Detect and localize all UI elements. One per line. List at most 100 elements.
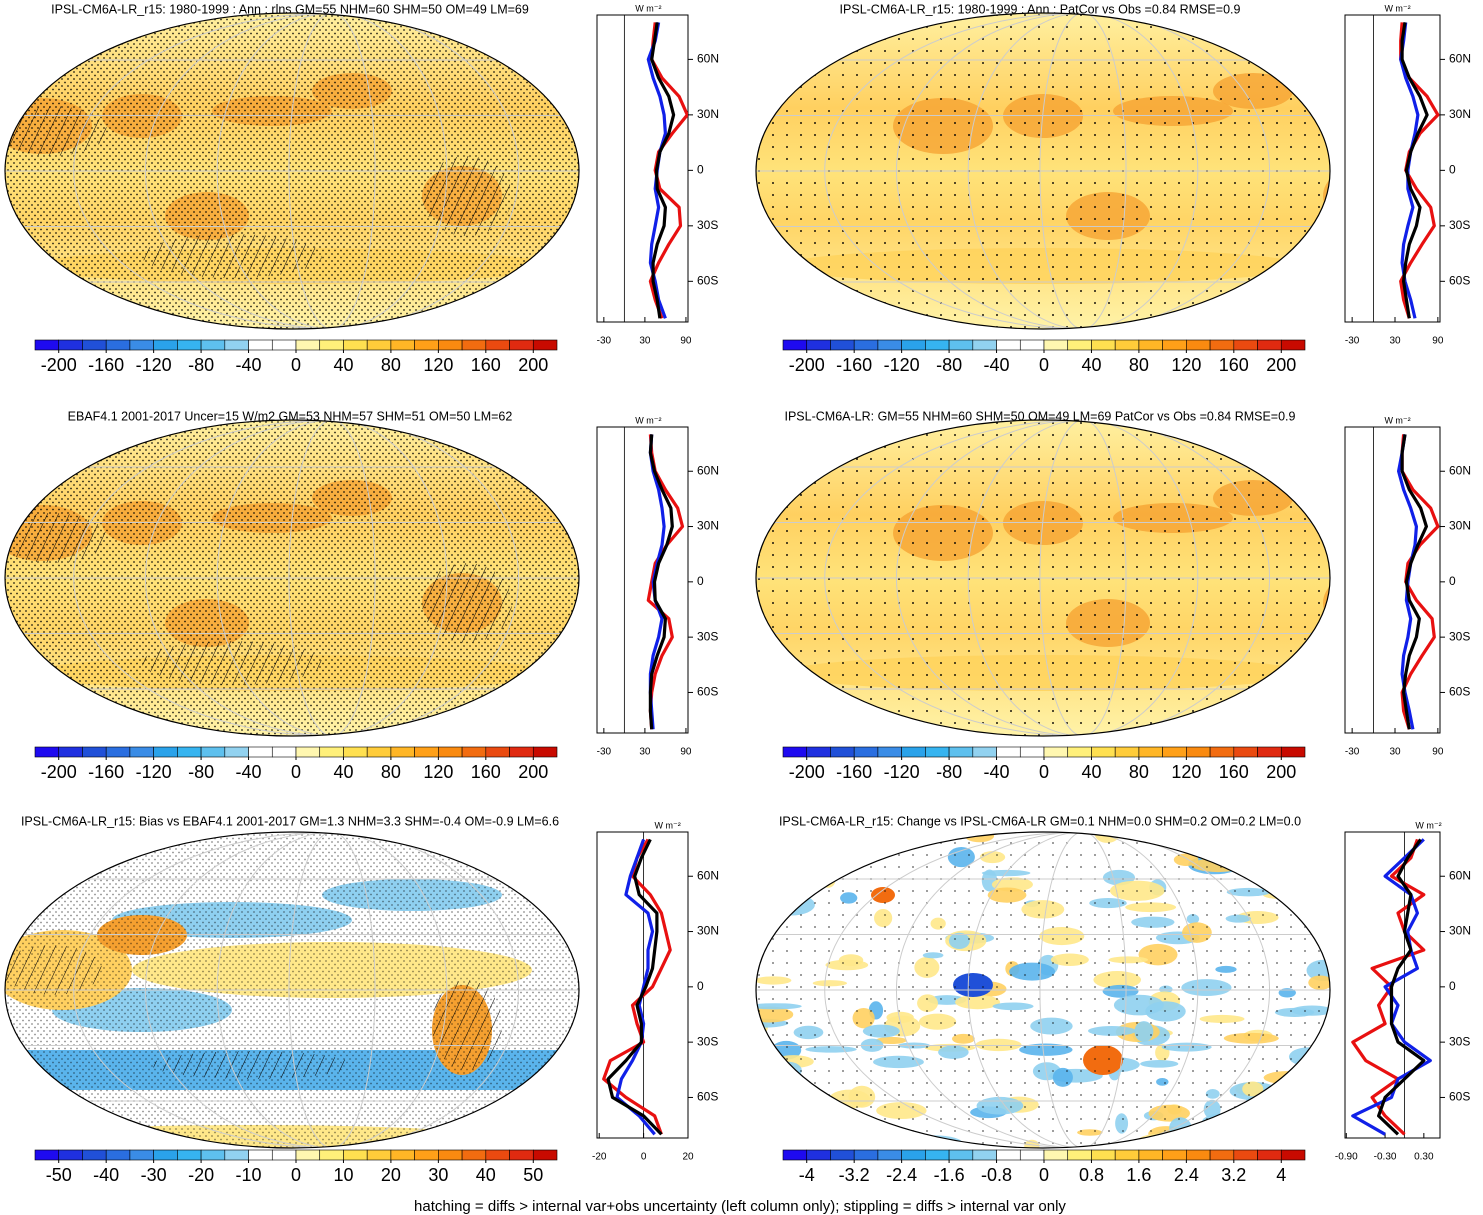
colorbar-box xyxy=(1280,339,1306,351)
colorbar-box xyxy=(901,339,926,351)
y-tick-label: 30N xyxy=(1449,107,1471,121)
map-shade xyxy=(1268,1101,1324,1113)
colorbar-box xyxy=(901,1149,926,1161)
colorbar-tick-label: 1.6 xyxy=(1126,1165,1151,1185)
x-tick-label: 20 xyxy=(682,1152,694,1163)
y-tick-label: 60S xyxy=(697,273,718,287)
colorbar-box xyxy=(461,1149,487,1161)
colorbar-box xyxy=(509,746,534,758)
colorbar-box xyxy=(271,339,297,351)
map-shade xyxy=(142,234,322,278)
map-meridian xyxy=(144,832,520,1148)
colorbar-tick-label: 4 xyxy=(1276,1165,1286,1185)
y-tick-label: 60N xyxy=(697,463,719,477)
colorbar-box xyxy=(366,1149,392,1161)
map-outline xyxy=(4,12,580,330)
colorbar-tick-label: 20 xyxy=(381,1165,401,1185)
profile-line xyxy=(1351,838,1426,1136)
colorbar-box xyxy=(34,1149,60,1161)
colorbar-box xyxy=(1209,339,1235,351)
colorbar-box xyxy=(343,1149,368,1161)
colorbar-box xyxy=(461,339,487,351)
colorbar-box xyxy=(271,746,297,758)
map-shade xyxy=(756,1137,774,1148)
y-tick-label: 0 xyxy=(1449,574,1456,588)
profile-line xyxy=(606,838,663,1136)
colorbar-box xyxy=(248,1149,273,1161)
colorbar-tick-label: 160 xyxy=(1219,355,1249,375)
profile-frame xyxy=(596,831,689,1139)
colorbar-box xyxy=(438,1149,463,1161)
map-shade xyxy=(763,1092,781,1103)
colorbar-box xyxy=(200,746,226,758)
colorbar-box xyxy=(948,339,974,351)
unit-label: W m⁻² xyxy=(635,415,661,425)
colorbar-tick-label: 0 xyxy=(1039,762,1049,782)
colorbar-box xyxy=(853,746,879,758)
colorbar-box xyxy=(1257,746,1282,758)
colorbar-box xyxy=(830,1149,855,1161)
colorbar-box xyxy=(877,746,902,758)
colorbar-box xyxy=(1043,1149,1069,1161)
colorbar-box xyxy=(830,746,855,758)
y-tick-label: 30S xyxy=(697,1034,718,1048)
colorbar-tick-label: -160 xyxy=(88,762,124,782)
colorbar-box xyxy=(58,1149,83,1161)
y-tick-label: 0 xyxy=(1449,163,1456,177)
colorbar-box xyxy=(1186,746,1211,758)
colorbar-box xyxy=(485,746,510,758)
colorbar-tick-label: 40 xyxy=(333,762,353,782)
colorbar-tick-label: 0 xyxy=(291,762,301,782)
colorbar-tick-label: -200 xyxy=(789,355,825,375)
colorbar-tick-label: 200 xyxy=(1266,355,1296,375)
colorbar-tick-label: 0 xyxy=(1039,1165,1049,1185)
colorbar-box xyxy=(1257,339,1282,351)
panel-title: IPSL-CM6A-LR_r15: Bias vs EBAF4.1 2001-2… xyxy=(21,814,559,828)
unit-label: W m⁻² xyxy=(654,820,680,830)
colorbar-box xyxy=(996,339,1021,351)
map-meridian xyxy=(73,13,579,329)
colorbar-box xyxy=(901,746,926,758)
colorbar-tick-label: 0 xyxy=(291,355,301,375)
colorbar-tick-label: 160 xyxy=(471,355,501,375)
colorbar-tick-label: -0.8 xyxy=(981,1165,1012,1185)
colorbar-box xyxy=(1233,1149,1258,1161)
colorbar-tick-label: 160 xyxy=(471,762,501,782)
map-shade xyxy=(818,865,849,873)
map-shade xyxy=(915,1142,930,1148)
map-meridian xyxy=(824,13,1330,329)
colorbar-box xyxy=(105,1149,131,1161)
colorbar-box xyxy=(1138,1149,1163,1161)
map-outline xyxy=(755,419,1331,737)
colorbar-box xyxy=(1091,1149,1116,1161)
y-tick-label: 60S xyxy=(697,1090,718,1104)
map-shade xyxy=(1259,1101,1311,1122)
y-tick-label: 60S xyxy=(1449,685,1470,699)
colorbar-box xyxy=(1280,746,1306,758)
map xyxy=(5,420,579,736)
colorbar-tick-label: -120 xyxy=(884,762,920,782)
map-shade xyxy=(756,877,798,896)
colorbar-tick-label: -120 xyxy=(884,355,920,375)
profile-line xyxy=(648,434,674,730)
colorbar-box xyxy=(390,1149,415,1161)
y-tick-label: 30N xyxy=(697,107,719,121)
colorbar-tick-label: -40 xyxy=(93,1165,119,1185)
colorbar-tick-label: -40 xyxy=(984,762,1010,782)
profile-frame xyxy=(1344,426,1441,734)
colorbar-box xyxy=(1091,746,1116,758)
colorbar-box xyxy=(996,1149,1021,1161)
colorbar-box xyxy=(177,1149,202,1161)
colorbar-box xyxy=(806,339,831,351)
colorbar-tick-label: 0 xyxy=(1039,355,1049,375)
unit-label: W m⁻² xyxy=(1415,820,1441,830)
profile-frame xyxy=(596,14,689,323)
y-tick-label: 60N xyxy=(1449,868,1471,882)
footnote: hatching = diffs > internal var+obs unce… xyxy=(414,1198,1066,1215)
x-tick-label: 90 xyxy=(680,747,692,758)
colorbar-box xyxy=(295,339,321,351)
colorbar-box xyxy=(129,339,154,351)
colorbar-tick-label: 120 xyxy=(1171,762,1201,782)
colorbar-tick-label: -200 xyxy=(789,762,825,782)
